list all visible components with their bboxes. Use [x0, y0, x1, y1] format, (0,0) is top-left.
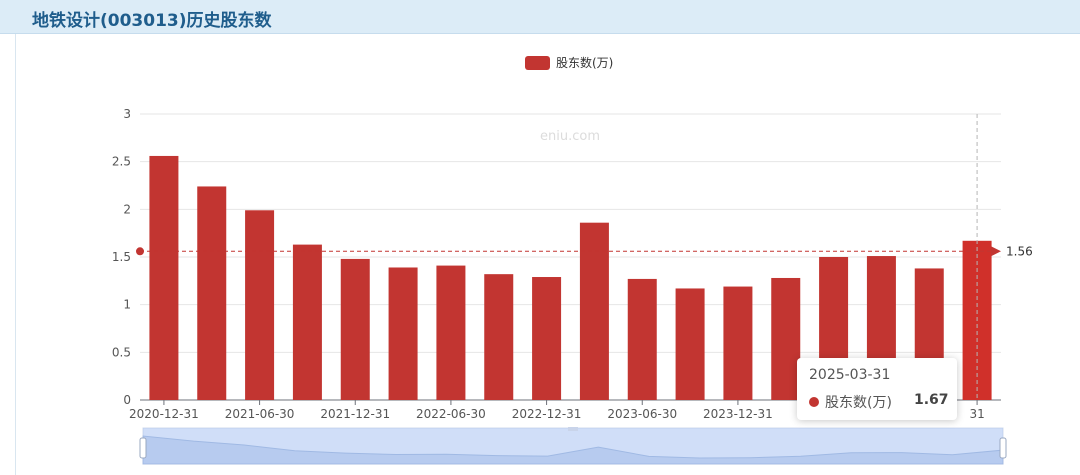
datazoom-left-handle[interactable]	[139, 437, 147, 459]
legend-swatch	[525, 56, 550, 70]
bar	[771, 277, 801, 400]
average-line-start-dot	[136, 247, 144, 256]
bar	[245, 210, 275, 400]
y-tick-label: 1	[123, 298, 131, 312]
datazoom-right-handle[interactable]	[999, 437, 1007, 459]
x-tick-label: 2021-12-31	[320, 407, 390, 421]
tooltip-date: 2025-03-31	[809, 367, 891, 383]
y-tick-label: 0.5	[112, 345, 131, 359]
x-tick-label: 2021-06-30	[225, 407, 295, 421]
datazoom-preview	[142, 435, 1004, 465]
bar	[340, 258, 370, 400]
x-tick-label: 2023-12-31	[703, 407, 773, 421]
x-tick-label: 31	[969, 407, 984, 421]
x-tick-label: 2020-12-31	[129, 407, 199, 421]
datazoom-move-grip[interactable]	[568, 427, 578, 431]
bar	[388, 267, 418, 400]
tooltip-value: 1.67	[914, 392, 949, 408]
bar	[197, 186, 227, 400]
average-line-arrow	[991, 246, 1001, 257]
bar	[579, 222, 609, 400]
y-tick-label: 1.5	[112, 250, 131, 264]
y-tick-label: 2.5	[112, 155, 131, 169]
y-tick-label: 0	[123, 393, 131, 407]
watermark: eniu.com	[540, 129, 600, 144]
chart-header: 地铁设计(003013)历史股东数	[0, 0, 1080, 34]
y-tick-label: 2	[123, 202, 131, 216]
tooltip-series-name: 股东数(万)	[825, 395, 892, 411]
bar	[149, 155, 179, 400]
tooltip-series-dot	[809, 397, 819, 407]
bar	[292, 244, 322, 400]
x-tick-label: 2022-12-31	[512, 407, 582, 421]
datazoom-selection	[143, 428, 1003, 464]
average-line-label: 1.56	[1006, 244, 1033, 258]
x-tick-label: 2023-06-30	[607, 407, 677, 421]
x-tick-label: 2022-06-30	[416, 407, 486, 421]
bar	[436, 265, 466, 400]
bar	[532, 277, 562, 400]
y-tick-label: 3	[123, 107, 131, 121]
bar	[484, 274, 514, 400]
bar	[723, 286, 753, 400]
chart-tooltip: 2025-03-31 股东数(万) 1.67	[797, 358, 957, 420]
page-title: 地铁设计(003013)历史股东数	[32, 11, 272, 31]
bar	[675, 288, 705, 400]
bar	[627, 278, 657, 400]
legend-label: 股东数(万)	[556, 55, 613, 70]
